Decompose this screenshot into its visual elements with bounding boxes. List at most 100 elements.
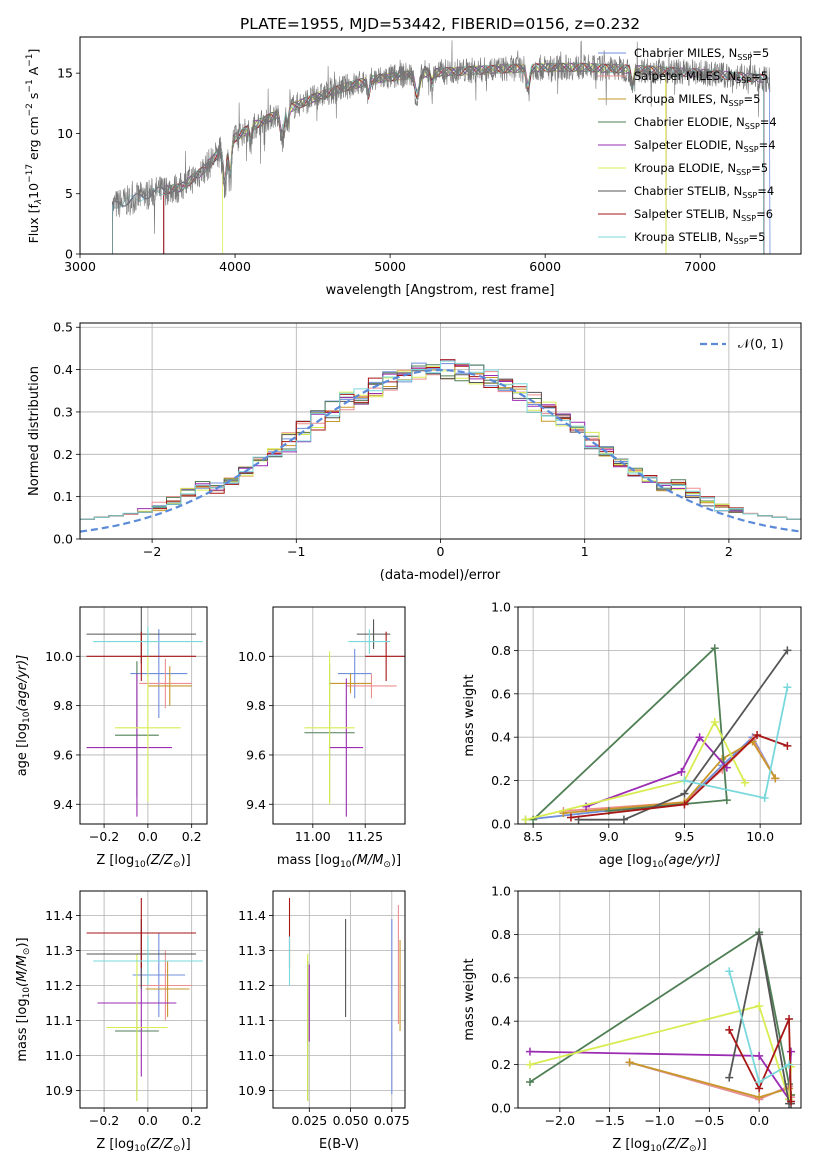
y-tick-label: 9.6 [53,747,73,762]
y-tick-label: 11.3 [238,943,266,958]
mass-vs-metallicity-panel: −0.2 0.0 0.2 10.9 11.0 11.1 11.2 11.3 11.4 Z [log… [15,890,208,1154]
axes-frame [517,890,802,1109]
axes-frame [79,322,802,540]
y-tick-label: 11.0 [45,1048,73,1063]
x-tick-label: 0 [437,544,445,559]
x-tick-label: 0.2 [182,829,202,844]
y-tick-label: 11.2 [45,978,73,993]
scatter-plot-area [86,898,203,1101]
y-tick-label: 11.2 [238,978,266,993]
weight-point-marker [783,646,792,655]
weight-point-marker [725,967,734,976]
weight-series-line [570,733,788,819]
weight-point-marker [755,1077,764,1086]
figure-title: PLATE=1955, MJD=53442, FIBERID=0156, z=0… [240,15,640,33]
legend-entry: Chabrier STELIB, NSSP=4 [634,184,774,200]
y-tick-label: 0.4 [53,362,73,377]
y-tick-label: 0.8 [491,643,511,658]
y-axis-label: age [log10(age/yr)] [15,655,32,777]
y-axis-label: Flux [fλ10−17 erg cm−2 s−1 A−1] [25,49,44,244]
weight-point-marker [725,1025,734,1034]
weight-point-marker [525,1060,534,1069]
y-tick-label: 0.0 [491,1101,511,1116]
spectrum-legend: Chabrier MILES, NSSP=5 Salpeter MILES, NS… [598,46,777,246]
x-tick-label: 6000 [529,259,561,274]
x-axis-label: Z [log10(Z/Z⊙)] [96,853,190,870]
legend-entry: Salpeter MILES, NSSP=5 [634,69,768,85]
y-tick-label: 10.9 [45,1083,73,1098]
axes-frame [79,36,802,255]
x-axis-label: age [log10(age/yr)] [599,853,721,870]
y-axis-label: mass weight [462,674,477,756]
weight-point-marker [677,767,686,776]
y-tick-label: 5 [65,186,73,201]
y-tick-label: 0.5 [53,320,73,335]
y-tick-label: 0.4 [491,730,511,745]
legend-entry: Chabrier ELODIE, NSSP=4 [634,115,777,131]
x-axis-label: Z [log10(Z/Z⊙)] [612,1137,706,1154]
weight-point-marker [695,733,704,742]
x-tick-label: 5000 [374,259,406,274]
y-tick-label: 0.0 [491,817,511,832]
y-tick-label: 0.0 [53,532,73,547]
observed-spectrum-line [112,40,771,254]
x-tick-label: −2.0 [545,1113,575,1128]
y-tick-label: 10 [57,126,73,141]
weight-vs-metallicity-panel: −2.0 −1.5 −1.0 −0.5 0.0 0.0 0.2 0.4 0.6 0.8 1.0 mas… [462,884,802,1154]
x-tick-label: 8.5 [523,829,543,844]
weight-point-marker [755,930,764,939]
axes-frame [272,890,406,1109]
axes-frame [79,606,208,825]
y-tick-label: 1.0 [491,884,511,899]
y-tick-label: 0.2 [491,1057,511,1072]
y-tick-label: 0.3 [53,404,73,419]
y-tick-label: 9.6 [246,747,266,762]
x-tick-label: −0.5 [694,1113,724,1128]
x-tick-label: 0.0 [749,1113,769,1128]
y-tick-label: 0.2 [53,447,73,462]
weight-series-line [525,720,746,821]
y-tick-label: 0.2 [491,773,511,788]
weight-plot-area [521,644,792,824]
weight-point-marker [525,1047,534,1056]
weight-point-marker [785,1060,794,1069]
weight-point-marker [521,815,530,824]
x-tick-label: 2 [725,544,733,559]
y-tick-label: 9.8 [246,698,266,713]
weight-point-marker [785,1015,794,1024]
y-tick-label: 0.8 [491,927,511,942]
y-tick-label: 0.1 [53,489,73,504]
x-tick-label: 3000 [64,259,96,274]
x-tick-label: 7000 [684,259,716,274]
x-tick-label: −1 [287,544,305,559]
weight-point-marker [722,796,731,805]
y-tick-label: 10.0 [45,649,73,664]
x-tick-label: 4000 [219,259,251,274]
axes-frame [517,606,802,825]
weight-point-marker [619,815,628,824]
y-axis-label: Normed distribution [27,366,42,496]
axes-frame [272,606,406,825]
spectrum-plot-area [112,40,771,254]
spectrum-panel: 3000 4000 5000 6000 7000 0 5 10 15 Chabrier MILES… [25,36,802,298]
weight-point-marker [680,776,689,785]
y-axis-label: mass weight [462,958,477,1040]
scatter-plot-area [304,619,405,817]
weight-point-marker [787,1047,796,1056]
x-tick-label: −1.0 [644,1113,674,1128]
weight-point-marker [741,778,750,787]
model-spectrum-line [222,62,667,254]
weight-point-marker [710,718,719,727]
y-tick-label: 15 [57,66,73,81]
x-tick-label: 0.050 [333,1113,369,1128]
x-tick-label: 1 [581,544,589,559]
x-axis-label: Z [log10(Z/Z⊙)] [96,1137,190,1154]
y-tick-label: 0.6 [491,686,511,701]
legend-entry: Salpeter ELODIE, NSSP=4 [634,138,776,154]
x-tick-label: −1.5 [594,1113,624,1128]
y-tick-label: 11.1 [45,1013,73,1028]
weight-point-marker [755,1051,764,1060]
x-axis-label: mass [log10(M/M⊙)] [277,853,401,870]
weight-point-marker [753,731,762,740]
weight-point-marker [625,1058,634,1067]
